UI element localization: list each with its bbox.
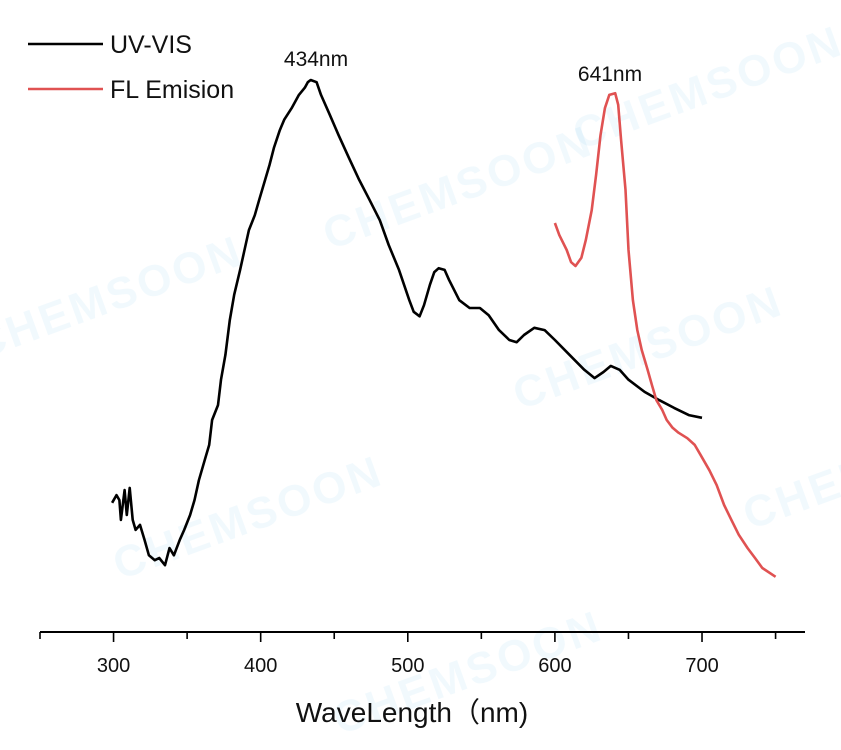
watermark-text: CHEMSOON bbox=[0, 227, 249, 370]
legend: UV-VIS FL Emision bbox=[28, 31, 234, 104]
watermark-text: CHEMSOON bbox=[567, 17, 841, 160]
x-axis-title: WaveLength（nm) bbox=[296, 697, 528, 728]
annotation-434nm: 434nm bbox=[284, 48, 348, 71]
watermark-text: CHEMSOON bbox=[107, 447, 390, 590]
x-tick-label: 500 bbox=[391, 655, 424, 677]
x-tick-label: 700 bbox=[685, 655, 718, 677]
series-layer bbox=[110, 78, 777, 578]
series-line-uv-vis bbox=[110, 78, 703, 567]
x-axis: 300 400 500 600 700 bbox=[39, 631, 805, 677]
series-line-fl-emision bbox=[553, 91, 777, 578]
watermark-text: CHEMSOON bbox=[737, 397, 841, 540]
watermarks: CHEMSOONCHEMSOONCHEMSOONCHEMSOONCHEMSOON… bbox=[0, 17, 841, 745]
x-tick-label: 400 bbox=[244, 655, 277, 677]
x-tick-label: 600 bbox=[538, 655, 571, 677]
legend-label-uv-vis: UV-VIS bbox=[110, 31, 192, 59]
watermark-text: CHEMSOON bbox=[317, 117, 600, 260]
annotation-641nm: 641nm bbox=[578, 63, 642, 86]
x-tick-label: 300 bbox=[97, 655, 130, 677]
legend-label-fl-emision: FL Emision bbox=[110, 76, 234, 104]
watermark-text: CHEMSOON bbox=[507, 277, 790, 420]
